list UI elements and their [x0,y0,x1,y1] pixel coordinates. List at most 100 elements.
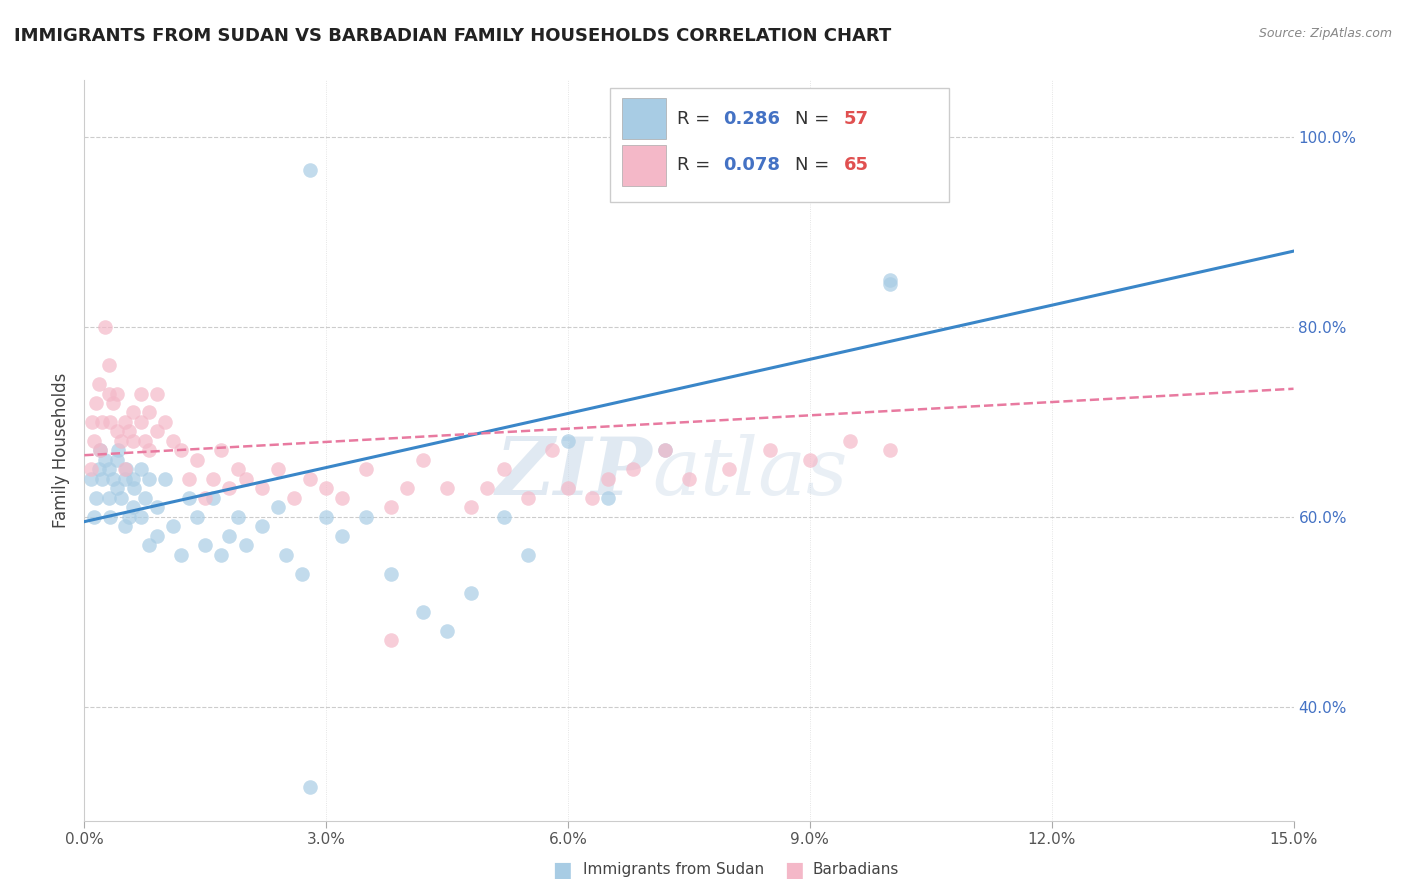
Point [202,491,225,505]
Point [218,529,240,543]
Y-axis label: Family Households: Family Households [52,373,70,528]
Point [87,377,110,392]
Point [105,386,128,401]
Text: R =: R = [676,110,716,128]
Point [91,415,114,429]
Point [105,453,128,467]
Point [118,509,141,524]
Point [89,443,111,458]
Point [356,462,378,476]
Point [879,272,901,286]
Point [170,443,193,458]
Text: N =: N = [796,110,835,128]
Point [97,386,120,401]
Point [218,482,240,496]
Point [598,472,620,486]
Point [129,509,152,524]
Point [110,491,132,505]
Point [412,605,434,619]
Point [80,462,103,476]
Point [80,472,103,486]
Point [516,491,538,505]
Text: 57: 57 [844,110,869,128]
Point [89,443,111,458]
Point [91,472,114,486]
Point [412,453,434,467]
Point [121,434,143,448]
Point [170,548,193,562]
Point [83,509,105,524]
Point [114,415,136,429]
Point [105,482,128,496]
Point [97,491,120,505]
Point [101,472,124,486]
Point [146,500,169,515]
Point [879,443,901,458]
Point [654,443,676,458]
Point [395,482,418,496]
Point [138,472,160,486]
Text: Barbadians: Barbadians [813,863,898,877]
Text: ■: ■ [553,860,572,880]
Point [330,529,353,543]
Point [209,548,232,562]
Text: ZIP: ZIP [496,434,652,511]
Point [477,482,499,496]
Point [129,462,152,476]
Point [235,472,257,486]
Point [114,472,136,486]
Point [436,482,458,496]
Point [718,462,741,476]
Point [758,443,780,458]
Point [380,500,402,515]
Point [93,453,115,467]
Point [299,780,322,795]
Point [235,538,257,552]
Bar [610,87,949,202]
Point [492,462,515,476]
Point [83,434,105,448]
Point [460,586,482,600]
Point [124,482,146,496]
Point [93,320,115,334]
Point [186,453,208,467]
Point [179,491,201,505]
Point [315,509,337,524]
Text: atlas: atlas [652,434,848,511]
Text: N =: N = [796,156,835,175]
Point [267,462,290,476]
Bar [623,98,666,139]
Point [114,462,136,476]
Point [97,462,120,476]
Point [557,434,579,448]
Point [598,491,620,505]
Point [226,462,249,476]
Point [283,491,305,505]
Point [557,482,579,496]
Point [202,472,225,486]
Point [291,566,314,581]
Point [654,443,676,458]
Text: 0.286: 0.286 [723,110,780,128]
Text: Immigrants from Sudan: Immigrants from Sudan [583,863,765,877]
Point [356,509,378,524]
Point [541,443,564,458]
Point [299,163,322,178]
Text: Source: ZipAtlas.com: Source: ZipAtlas.com [1258,27,1392,40]
Point [121,405,143,419]
Point [162,519,184,533]
Point [98,509,121,524]
Point [799,453,821,467]
Point [186,509,208,524]
Point [621,462,644,476]
Point [581,491,603,505]
Point [209,443,232,458]
Point [86,491,108,505]
Point [194,538,217,552]
Point [267,500,290,515]
Point [879,277,901,292]
Point [138,443,160,458]
Point [121,472,143,486]
Point [134,491,156,505]
Point [179,472,201,486]
